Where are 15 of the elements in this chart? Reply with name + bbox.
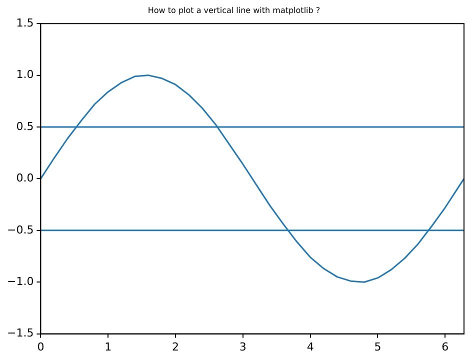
y-tick-label: −1.5 — [6, 326, 34, 340]
y-tick-label: 0.0 — [16, 172, 34, 185]
x-tick-label: 6 — [442, 340, 449, 354]
y-tick-label: −0.5 — [6, 223, 34, 236]
x-tick-label: 3 — [239, 340, 246, 354]
x-tick-label: 1 — [104, 340, 112, 354]
y-tick-label: 1.5 — [16, 16, 34, 30]
x-tick-label: 0 — [37, 340, 44, 354]
y-tick-label: 0.5 — [16, 120, 34, 133]
chart-title: How to plot a vertical line with matplotlib ? — [148, 6, 320, 15]
y-tick-label: 1.0 — [16, 68, 34, 82]
x-tick-label: 2 — [172, 340, 180, 354]
x-tick-label: 5 — [374, 340, 382, 354]
y-tick-label: −1.0 — [6, 274, 34, 288]
x-tick-label: 4 — [306, 340, 314, 354]
